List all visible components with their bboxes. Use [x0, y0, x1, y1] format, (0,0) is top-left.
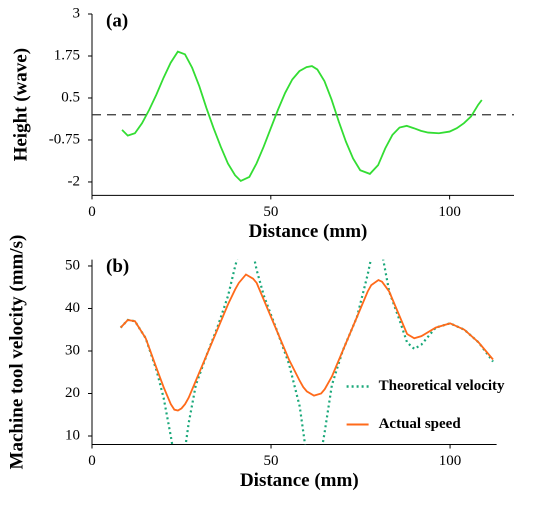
- panel-label: (b): [106, 256, 129, 277]
- x-axis-label: Distance (mm): [240, 470, 359, 491]
- x-tick-label: 0: [88, 453, 96, 469]
- legend-label: Actual speed: [379, 416, 462, 432]
- plot: 3 1.75 0.5 -0.75 -2 0 50 100 Distance (mm) Height…: [10, 5, 514, 242]
- y-tick-label: 0.5: [61, 89, 80, 105]
- x-tick-label: 50: [263, 204, 278, 220]
- y-tick-label: 50: [65, 257, 80, 273]
- y-tick-label: 1.75: [54, 47, 80, 63]
- y-axis-label: Machine tool velocity (mm/s): [6, 235, 27, 470]
- series-line: [121, 50, 483, 183]
- y-tick-label: 30: [65, 342, 80, 358]
- x-tick-label: 0: [88, 204, 96, 220]
- series-line: [119, 273, 494, 412]
- panel-label: (a): [106, 10, 128, 31]
- y-tick-label: 40: [65, 300, 80, 316]
- x-tick-label: 100: [439, 453, 462, 469]
- y-tick-label: -2: [68, 173, 81, 189]
- x-tick-label: 100: [438, 204, 461, 220]
- x-axis-label: Distance (mm): [249, 221, 368, 242]
- y-axis-label: Height (wave): [10, 48, 31, 161]
- y-tick-label: 3: [73, 5, 81, 21]
- y-tick-label: -0.75: [49, 131, 80, 147]
- legend-label: Theoretical velocity: [379, 378, 505, 394]
- y-tick-label: 10: [65, 427, 80, 443]
- y-tick-label: 20: [65, 385, 80, 401]
- plot: 10 20 30 40 50 0 50 100 Distance (mm) Machine too…: [6, 235, 505, 491]
- x-tick-label: 50: [264, 453, 279, 469]
